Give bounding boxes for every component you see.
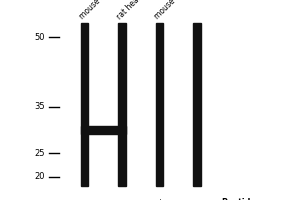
Text: -: - xyxy=(120,198,123,200)
Text: Peptide: Peptide xyxy=(221,198,256,200)
Text: mouse spleen: mouse spleen xyxy=(153,0,197,21)
Bar xyxy=(81,23,88,186)
Text: 25: 25 xyxy=(34,149,45,158)
Bar xyxy=(81,126,126,134)
Text: rat heart: rat heart xyxy=(116,0,146,21)
Text: -: - xyxy=(83,198,86,200)
Text: +: + xyxy=(156,198,163,200)
Bar xyxy=(118,23,126,186)
Text: 50: 50 xyxy=(34,33,45,42)
Bar xyxy=(156,23,163,186)
Bar xyxy=(193,23,201,186)
Text: mouse spleen: mouse spleen xyxy=(78,0,122,21)
Text: 35: 35 xyxy=(34,102,45,111)
Text: 20: 20 xyxy=(34,172,45,181)
